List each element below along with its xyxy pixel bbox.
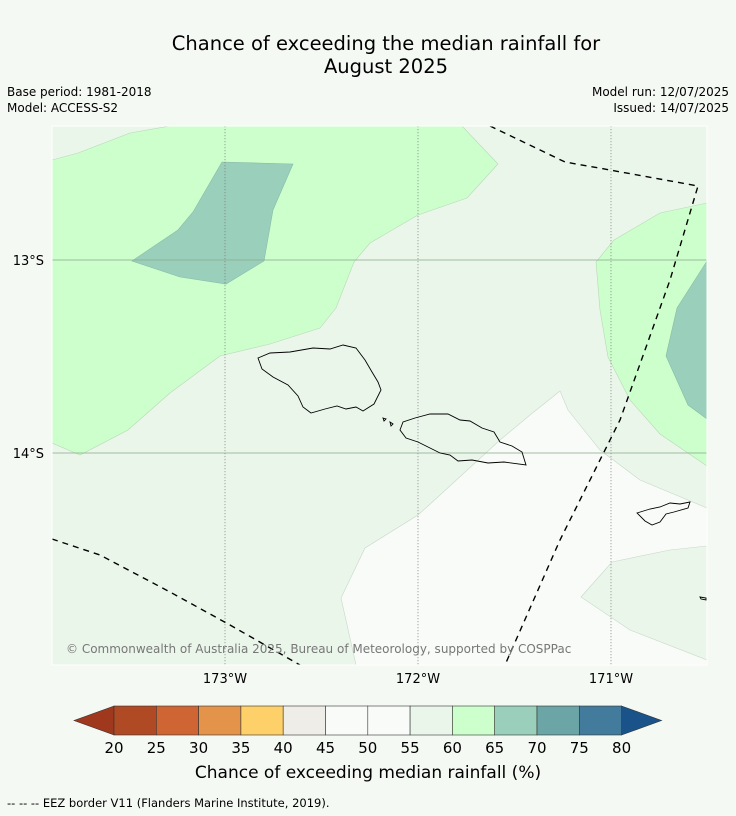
colorbar-segment — [578, 705, 622, 736]
contour-45-55-south — [340, 390, 707, 665]
colorbar-segment — [240, 705, 284, 736]
lon-label-173w: 173°W — [203, 672, 247, 687]
title-line-1: Chance of exceeding the median rainfall … — [171, 32, 601, 55]
title-line-2: August 2025 — [323, 55, 449, 78]
colorbar-segment — [494, 705, 538, 736]
colorbar-segment — [198, 705, 242, 736]
colorbar-segment — [113, 705, 157, 736]
colorbar-segment — [156, 705, 199, 736]
colorbar-segment — [409, 705, 453, 736]
base-period: Base period: 1981-2018 — [7, 85, 152, 99]
lat-label-13s: 13°S — [13, 254, 44, 269]
tutuila-island — [636, 501, 691, 526]
colorbar-tick-label: 40 — [274, 739, 293, 757]
colorbar-segment — [452, 705, 495, 736]
apolima-islet — [389, 420, 394, 427]
colorbar-tick-label: 20 — [104, 739, 123, 757]
colorbar-segment — [325, 705, 369, 736]
contour-60-65-northwest — [52, 126, 499, 456]
colorbar-tick-label: 60 — [443, 739, 462, 757]
map-frame — [51, 125, 708, 666]
graticule — [52, 126, 707, 665]
aunuu-islet — [699, 596, 707, 601]
coastlines — [257, 344, 707, 601]
upolu-island — [399, 413, 527, 466]
colorbar-tick-label: 35 — [231, 739, 250, 757]
contour-65-70-northwest — [131, 161, 294, 285]
colorbar-segment — [282, 705, 326, 736]
colorbar: 20 25 30 35 40 45 50 55 60 65 70 75 80 — [73, 705, 663, 757]
savaii-island — [257, 344, 382, 414]
chart-title: Chance of exceeding the median rainfall … — [0, 32, 736, 78]
colorbar-tick-label: 70 — [527, 739, 546, 757]
colorbar-tick-label: 55 — [401, 739, 420, 757]
map-area — [52, 126, 707, 665]
colorbar-tick-label: 45 — [316, 739, 335, 757]
colorbar-segment — [367, 705, 411, 736]
model-run: Model run: 12/07/2025 — [591, 85, 729, 99]
lat-label-14s: 14°S — [13, 447, 44, 462]
colorbar-arrow-low — [73, 705, 115, 736]
colorbar-tick-label: 25 — [147, 739, 166, 757]
colorbar-label: Chance of exceeding median rainfall (%) — [195, 763, 541, 783]
colorbar-tick-label: 80 — [612, 739, 631, 757]
colorbar-segment — [536, 705, 580, 736]
colorbar-tick-label: 30 — [189, 739, 208, 757]
contour-60-65-east — [595, 202, 707, 467]
eez-border — [52, 126, 699, 665]
meta-left: Base period: 1981-2018 Model: ACCESS-S2 — [7, 84, 152, 116]
colorbar-tick-label: 50 — [358, 739, 377, 757]
lon-label-171w: 171°W — [589, 672, 633, 687]
manono-islet — [382, 417, 387, 422]
contour-65-70-east — [665, 260, 707, 420]
colorbar-arrow-high — [621, 705, 663, 736]
colorbar-tick-label: 65 — [485, 739, 504, 757]
meta-right: Model run: 12/07/2025 Issued: 14/07/2025 — [592, 84, 729, 116]
issued-date: Issued: 14/07/2025 — [613, 101, 729, 115]
lon-label-172w: 172°W — [396, 672, 440, 687]
footnote: -- -- -- EEZ border V11 (Flanders Marine… — [7, 796, 330, 810]
copyright-text: © Commonwealth of Australia 2025, Bureau… — [66, 642, 571, 656]
colorbar-tick-label: 75 — [570, 739, 589, 757]
model-name: Model: ACCESS-S2 — [7, 101, 119, 115]
